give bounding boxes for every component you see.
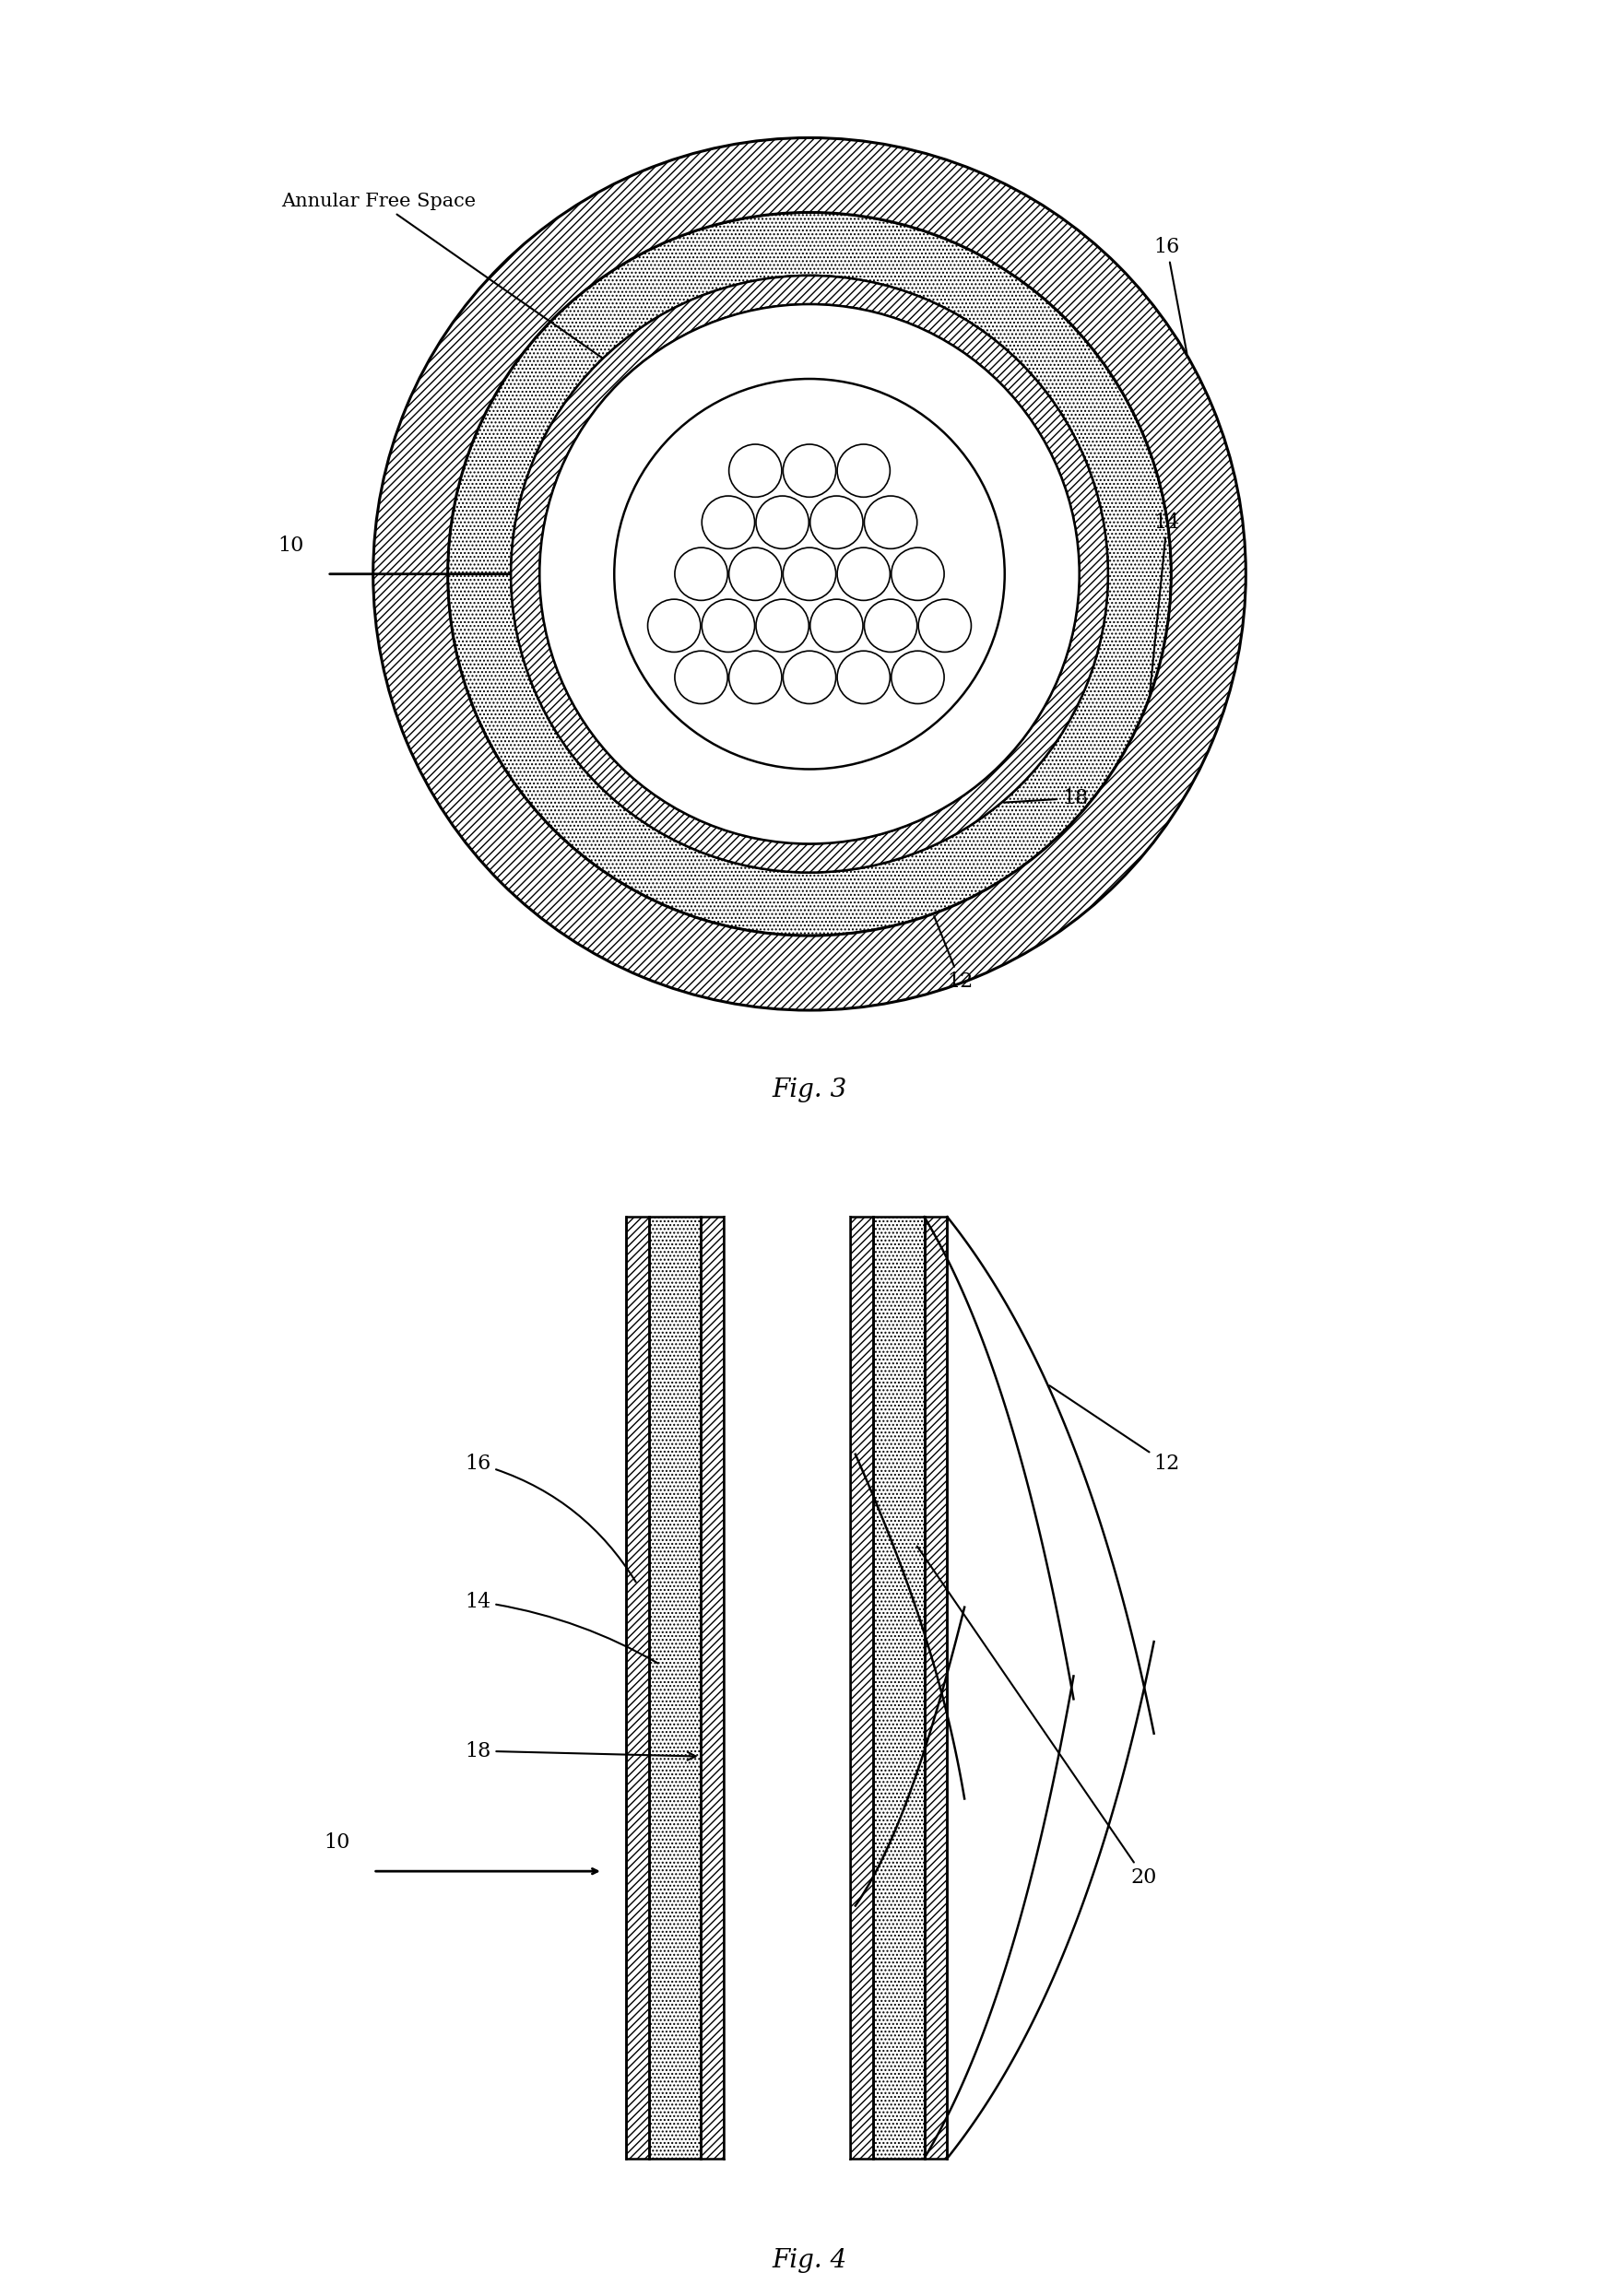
Circle shape [728,546,781,599]
Circle shape [675,546,726,599]
Circle shape [837,546,890,599]
Text: 12: 12 [934,916,972,992]
Text: 14: 14 [464,1591,657,1662]
Circle shape [837,652,890,703]
Circle shape [864,496,916,549]
FancyBboxPatch shape [872,1217,924,2158]
Circle shape [539,303,1079,845]
Text: 18: 18 [1003,788,1087,808]
FancyBboxPatch shape [849,1217,872,2158]
Circle shape [675,652,726,703]
Wedge shape [372,138,1246,1010]
Circle shape [783,546,835,599]
Circle shape [728,445,781,498]
Circle shape [702,496,754,549]
Text: 16: 16 [464,1453,636,1582]
Circle shape [837,445,890,498]
Circle shape [809,496,862,549]
Circle shape [809,599,862,652]
Circle shape [917,599,971,652]
Circle shape [892,652,943,703]
FancyBboxPatch shape [701,1217,723,2158]
Text: Fig. 4: Fig. 4 [772,2248,846,2273]
Text: 20: 20 [917,1545,1157,1887]
Circle shape [647,599,701,652]
Circle shape [702,599,754,652]
Wedge shape [511,276,1107,872]
Circle shape [783,652,835,703]
Text: 10: 10 [278,535,304,556]
Text: 18: 18 [464,1740,696,1761]
FancyBboxPatch shape [649,1217,701,2158]
FancyBboxPatch shape [626,1217,649,2158]
Text: Annular Free Space: Annular Free Space [282,193,759,468]
Text: Fig. 3: Fig. 3 [772,1077,846,1102]
Text: 10: 10 [324,1832,349,1853]
Circle shape [728,652,781,703]
Circle shape [756,496,809,549]
Text: 14: 14 [1149,512,1180,696]
Text: 16: 16 [1154,236,1186,354]
Circle shape [783,445,835,498]
Wedge shape [448,214,1170,937]
FancyBboxPatch shape [723,1217,849,2158]
Circle shape [892,546,943,599]
Circle shape [864,599,916,652]
FancyBboxPatch shape [924,1217,947,2158]
Circle shape [756,599,809,652]
Text: 12: 12 [1048,1384,1180,1474]
